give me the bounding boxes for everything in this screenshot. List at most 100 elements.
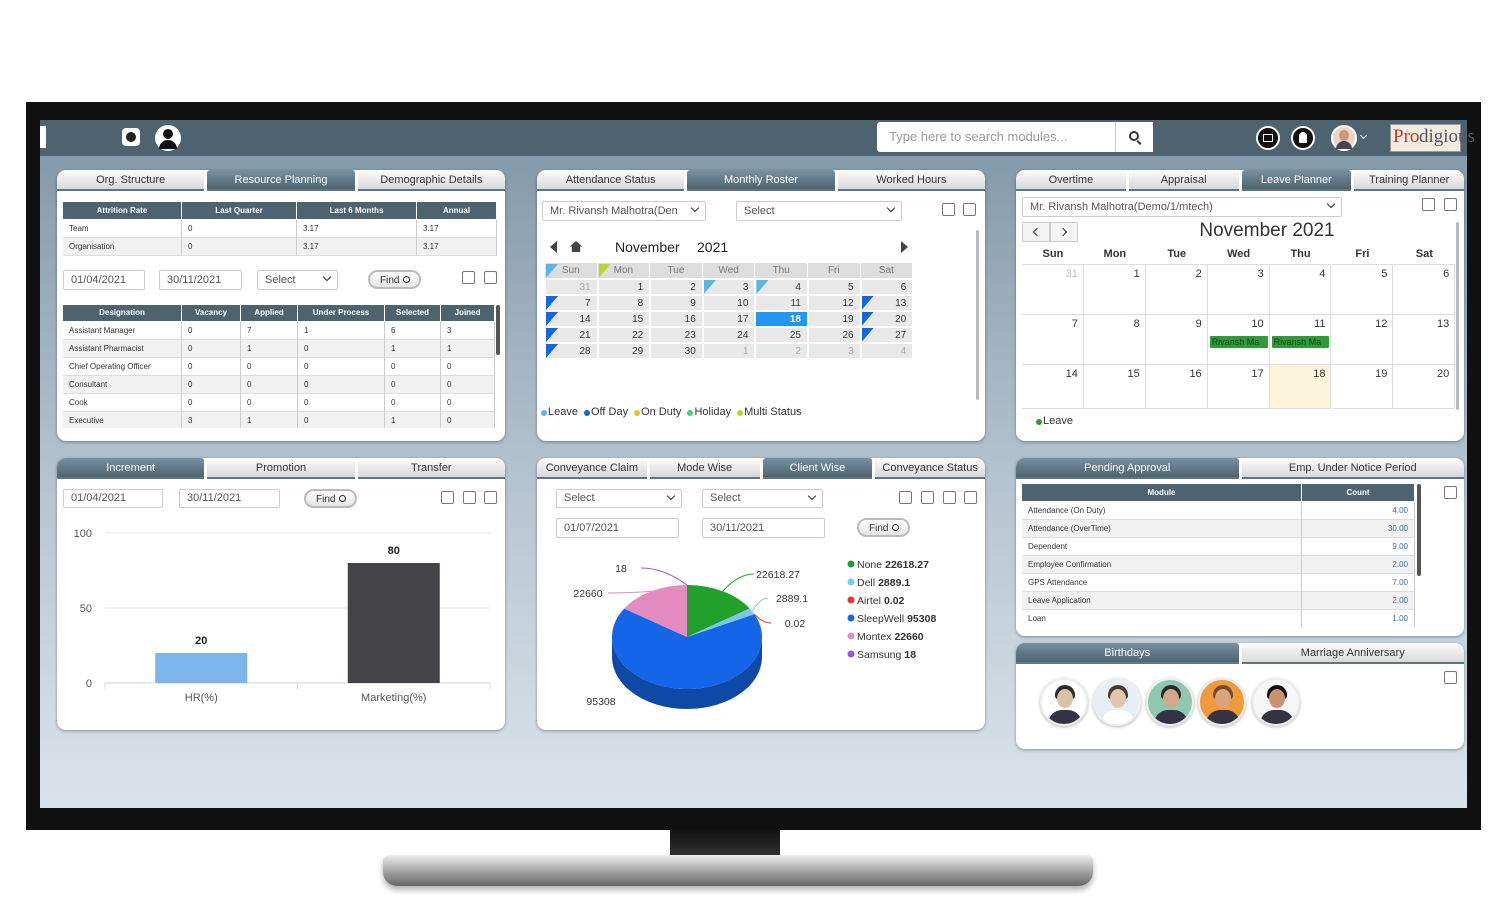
birthday-avatar[interactable] bbox=[1146, 678, 1194, 726]
calendar-day[interactable]: 7 bbox=[1022, 315, 1084, 365]
calendar-day[interactable]: 29 bbox=[597, 343, 651, 359]
mail-icon[interactable] bbox=[1256, 126, 1280, 150]
tab[interactable]: Pending Approval bbox=[1016, 458, 1239, 479]
bell-icon[interactable] bbox=[1291, 126, 1315, 150]
select-box[interactable]: Select bbox=[736, 201, 902, 221]
calendar-day[interactable]: 19 bbox=[808, 311, 861, 327]
date-input[interactable]: 30/11/2021 bbox=[159, 270, 242, 290]
calendar-day[interactable]: 12 bbox=[1331, 315, 1394, 365]
birthday-avatar[interactable] bbox=[1093, 678, 1141, 726]
prev-month[interactable] bbox=[550, 241, 557, 253]
tab[interactable]: Conveyance Claim bbox=[537, 458, 647, 479]
find-button[interactable]: Find bbox=[368, 270, 421, 289]
calendar-day[interactable]: 31 bbox=[1022, 265, 1084, 315]
calendar-day[interactable]: 30 bbox=[650, 343, 703, 359]
calendar-day[interactable]: 3 bbox=[1207, 265, 1270, 315]
calendar-day[interactable]: 13 bbox=[1393, 315, 1456, 365]
calendar-day[interactable]: 7 bbox=[545, 295, 598, 311]
select-box[interactable]: Select bbox=[556, 489, 682, 508]
tab[interactable]: Training Planner bbox=[1354, 170, 1464, 191]
search-button[interactable] bbox=[1115, 122, 1153, 152]
calendar-day[interactable]: 17 bbox=[702, 311, 756, 327]
calendar-day[interactable]: 1 bbox=[597, 279, 651, 295]
tab[interactable]: Attendance Status bbox=[537, 170, 685, 191]
tab[interactable]: Promotion bbox=[207, 458, 355, 479]
calendar-day[interactable]: 26 bbox=[808, 327, 861, 343]
tool-icon[interactable] bbox=[484, 271, 497, 284]
tab[interactable]: Monthly Roster bbox=[687, 170, 835, 191]
tab[interactable]: Client Wise bbox=[762, 458, 873, 479]
tab[interactable]: Leave Planner bbox=[1241, 170, 1352, 191]
tab[interactable]: Conveyance Status bbox=[875, 458, 985, 479]
tool-icon[interactable] bbox=[921, 491, 934, 504]
tab[interactable]: Mode Wise bbox=[649, 458, 760, 479]
tool-icon[interactable] bbox=[441, 491, 454, 504]
tool-icon[interactable] bbox=[1444, 198, 1457, 211]
calendar-day[interactable]: 19 bbox=[1331, 365, 1394, 409]
calendar-day[interactable]: 4 bbox=[1269, 265, 1332, 315]
calendar-day[interactable]: 16 bbox=[1145, 365, 1208, 409]
calendar-day[interactable]: 6 bbox=[860, 279, 914, 295]
date-input[interactable]: 01/04/2021 bbox=[63, 489, 163, 508]
tab[interactable]: Emp. Under Notice Period bbox=[1241, 458, 1464, 479]
tool-icon[interactable] bbox=[1444, 671, 1457, 684]
calendar-day[interactable]: 8 bbox=[597, 295, 651, 311]
calendar-day[interactable]: 20 bbox=[1393, 365, 1456, 409]
calendar-day[interactable]: 21 bbox=[545, 327, 598, 343]
select-box[interactable]: Select bbox=[702, 489, 823, 508]
calendar-day[interactable]: 12 bbox=[808, 295, 861, 311]
tab[interactable]: Appraisal bbox=[1128, 170, 1239, 191]
calendar-day[interactable]: 5 bbox=[808, 279, 861, 295]
select-box[interactable]: Mr. Rivansh Malhotra(Den bbox=[542, 201, 706, 221]
tab[interactable]: Worked Hours bbox=[837, 170, 985, 191]
calendar-day[interactable]: 4 bbox=[860, 343, 914, 359]
tab[interactable]: Org. Structure bbox=[57, 170, 205, 191]
calendar-day[interactable]: 25 bbox=[755, 327, 808, 343]
calendar-day[interactable]: 24 bbox=[702, 327, 756, 343]
tool-icon[interactable] bbox=[1444, 486, 1457, 499]
calendar-day[interactable]: 31 bbox=[545, 279, 598, 295]
tab[interactable]: Resource Planning bbox=[207, 170, 355, 191]
calendar-day[interactable]: 18 bbox=[1269, 365, 1332, 409]
calendar-day[interactable]: 28 bbox=[545, 343, 598, 359]
calendar-day[interactable]: 16 bbox=[650, 311, 703, 327]
tool-icon[interactable] bbox=[942, 203, 955, 216]
calendar-day[interactable]: 27 bbox=[860, 327, 914, 343]
leave-event[interactable]: Rivansh Ma bbox=[1271, 336, 1330, 348]
next-button[interactable] bbox=[1050, 222, 1078, 242]
calendar-day[interactable]: 2 bbox=[650, 279, 703, 295]
date-input[interactable]: 01/07/2021 bbox=[556, 518, 679, 538]
tab[interactable]: Demographic Details bbox=[357, 170, 505, 191]
birthday-avatar[interactable] bbox=[1040, 678, 1088, 726]
calendar-day[interactable]: 15 bbox=[1083, 365, 1146, 409]
select-box[interactable]: Select bbox=[257, 270, 338, 290]
calendar-day[interactable]: 14 bbox=[545, 311, 598, 327]
tab[interactable]: Transfer bbox=[357, 458, 505, 479]
calendar-day[interactable]: 5 bbox=[1331, 265, 1394, 315]
calendar-day[interactable]: 3 bbox=[702, 279, 756, 295]
tool-icon[interactable] bbox=[964, 491, 977, 504]
select-box[interactable]: Mr. Rivansh Malhotra(Demo/1/mtech) bbox=[1022, 197, 1342, 217]
tool-icon[interactable] bbox=[963, 203, 976, 216]
calendar-day[interactable]: 6 bbox=[1393, 265, 1456, 315]
tool-icon[interactable] bbox=[462, 271, 475, 284]
profile-avatar[interactable] bbox=[1331, 125, 1357, 151]
tool-icon[interactable] bbox=[484, 491, 497, 504]
tab[interactable]: Marriage Anniversary bbox=[1241, 643, 1464, 664]
birthday-avatar[interactable] bbox=[1198, 678, 1246, 726]
leave-event[interactable]: Rivansh Ma bbox=[1209, 336, 1268, 348]
calendar-day[interactable]: 10 bbox=[702, 295, 756, 311]
calendar-day[interactable]: 20 bbox=[860, 311, 914, 327]
date-input[interactable]: 01/04/2021 bbox=[63, 270, 145, 290]
find-button[interactable]: Find bbox=[304, 489, 357, 508]
tab[interactable]: Overtime bbox=[1016, 170, 1126, 191]
calendar-day[interactable]: 1 bbox=[702, 343, 756, 359]
calendar-day[interactable]: 18 bbox=[755, 311, 808, 327]
calendar-day[interactable]: 17 bbox=[1207, 365, 1270, 409]
find-button[interactable]: Find bbox=[857, 518, 910, 537]
tab[interactable]: Increment bbox=[57, 458, 205, 479]
calendar-day[interactable]: 2 bbox=[755, 343, 808, 359]
calendar-day[interactable]: 13 bbox=[860, 295, 914, 311]
tab[interactable]: Birthdays bbox=[1016, 643, 1239, 664]
toggle-icon[interactable] bbox=[122, 128, 140, 146]
